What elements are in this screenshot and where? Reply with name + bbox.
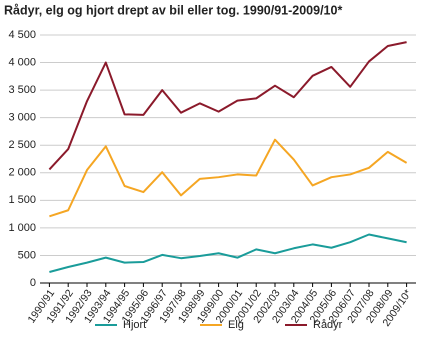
y-tick-label: 2 500 [8, 139, 36, 151]
y-tick-label: 4 500 [8, 29, 36, 41]
y-tick-label: 3 000 [8, 112, 36, 124]
series-line [49, 233, 407, 273]
y-tick-label: 1 000 [8, 222, 36, 234]
legend-label: Rådyr [313, 319, 343, 331]
legend-label: Hjort [123, 319, 146, 331]
y-tick-label: 3 500 [8, 84, 36, 96]
y-tick-label: 0 [30, 277, 36, 289]
chart-title: Rådyr, elg og hjort drept av bil eller t… [4, 3, 342, 17]
y-tick-label: 2 000 [8, 167, 36, 179]
y-tick-label: 4 000 [8, 56, 36, 68]
y-tick-label: 500 [18, 249, 36, 261]
series-line [48, 41, 407, 171]
series-line [49, 138, 408, 218]
legend-label: Elg [228, 319, 244, 331]
y-tick-label: 1 500 [8, 194, 36, 206]
